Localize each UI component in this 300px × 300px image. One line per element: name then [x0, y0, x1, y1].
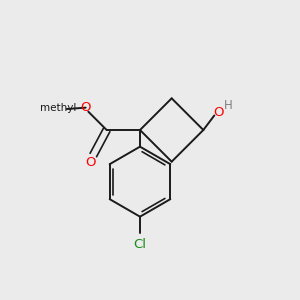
Text: O: O — [80, 101, 91, 114]
Text: Cl: Cl — [134, 238, 146, 250]
Text: methyl: methyl — [40, 103, 76, 113]
Text: H: H — [224, 99, 233, 112]
Text: O: O — [85, 156, 95, 169]
Text: O: O — [213, 106, 224, 118]
